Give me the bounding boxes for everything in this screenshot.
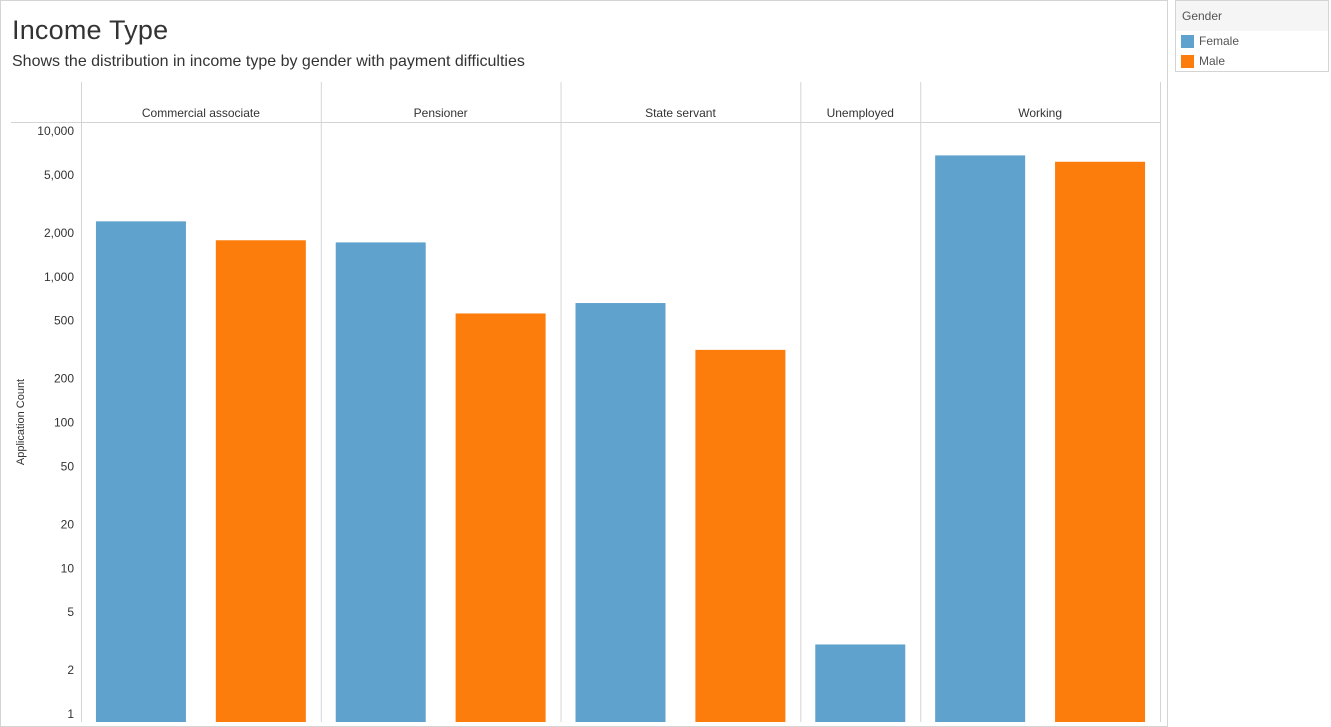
bar-pensioner-female [335, 242, 426, 722]
y-axis-label: Application Count [15, 379, 27, 465]
legend-swatch-female [1181, 34, 1194, 48]
y-tick-label: 20 [61, 517, 75, 531]
chart-subtitle: Shows the distribution in income type by… [12, 53, 525, 70]
legend-title: Gender [1182, 9, 1223, 23]
y-tick-label: 50 [61, 459, 75, 473]
y-tick-label: 200 [54, 372, 74, 386]
legend: Gender Female Male [1175, 0, 1329, 72]
bar-chart: Application Count Commercial associate Pe… [11, 82, 1161, 723]
bar-pensioner-male [455, 313, 546, 722]
bar-working-female [935, 155, 1026, 723]
y-tick-label: 100 [54, 416, 74, 430]
bar-state-servant-male [695, 349, 786, 722]
legend-item-male[interactable]: Male [1181, 53, 1225, 69]
chart-title: Income Type [12, 15, 169, 45]
legend-header [1176, 1, 1328, 31]
legend-item-female[interactable]: Female [1181, 33, 1239, 49]
category-label-commercial-associate: Commercial associate [142, 106, 260, 120]
bar-commercial-associate-female [95, 221, 186, 722]
bar-unemployed-female [815, 644, 906, 722]
y-tick-label: 500 [54, 314, 74, 328]
y-tick-label: 5 [67, 605, 74, 619]
legend-swatch-male [1181, 54, 1194, 68]
category-label-unemployed: Unemployed [827, 106, 894, 120]
category-label-pensioner: Pensioner [414, 106, 468, 120]
bar-state-servant-female [575, 303, 666, 722]
category-label-working: Working [1018, 106, 1062, 120]
y-tick-label: 1,000 [44, 270, 74, 284]
y-tick-label: 10,000 [37, 124, 74, 138]
y-tick-label: 1 [67, 707, 74, 721]
legend-label-male: Male [1199, 54, 1226, 68]
legend-label-female: Female [1199, 34, 1240, 48]
y-tick-label: 2 [67, 663, 74, 677]
y-tick-label: 5,000 [44, 168, 74, 182]
category-label-state-servant: State servant [645, 106, 716, 120]
bar-commercial-associate-male [215, 240, 306, 722]
y-tick-label: 10 [61, 561, 75, 575]
chart-panel: Income Type Shows the distribution in in… [0, 0, 1168, 727]
bar-working-male [1055, 161, 1146, 722]
y-tick-label: 2,000 [44, 226, 74, 240]
